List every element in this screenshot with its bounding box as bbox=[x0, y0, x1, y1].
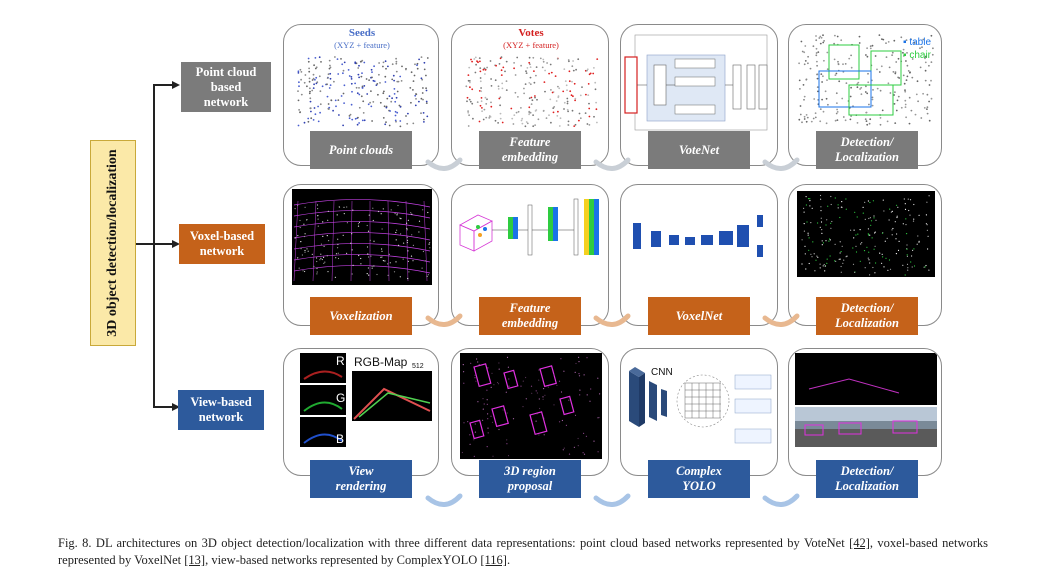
votenet-architecture bbox=[624, 34, 768, 131]
step-label-feature-embedding-2: Feature embedding bbox=[479, 297, 581, 335]
seeds-title: Seeds bbox=[349, 27, 376, 39]
complex-yolo-architecture: CNN bbox=[629, 367, 772, 444]
voxel-image bbox=[292, 189, 432, 285]
voxel-grid bbox=[293, 199, 431, 282]
legend-chair: ▪ chair bbox=[903, 50, 932, 61]
branch-arrow-3 bbox=[172, 403, 180, 411]
step-label-region-proposal: 3D region proposal bbox=[479, 460, 581, 498]
channel-g: G bbox=[336, 391, 345, 405]
region-proposal-image bbox=[460, 353, 602, 459]
step-label-detection-1: Detection/Localization bbox=[816, 131, 918, 169]
voxel-feature-diagram bbox=[459, 198, 599, 256]
votes-title: Votes bbox=[518, 27, 544, 39]
curve-arrow bbox=[425, 313, 463, 327]
network-label-line: Point cloud bbox=[195, 64, 257, 79]
caption-text: , voxel-based networks represented by Vo… bbox=[58, 536, 988, 567]
step-label-feature-embedding: Feature embedding bbox=[479, 131, 581, 169]
channel-r: R bbox=[336, 354, 345, 368]
proposal-boxes bbox=[461, 356, 601, 457]
branch-arrow-2 bbox=[172, 240, 180, 248]
network-label-line: Voxel-based bbox=[189, 229, 255, 243]
rgb-map-image: R G B RGB-Map 512 bbox=[300, 353, 432, 447]
curve-arrow bbox=[762, 313, 800, 327]
step-label-detection-3: Detection/Localization bbox=[816, 460, 918, 498]
curve-arrow bbox=[762, 157, 800, 171]
curve-arrow bbox=[593, 157, 631, 171]
yolo-grid bbox=[684, 382, 721, 419]
step-label-complex-yolo: Complex YOLO bbox=[648, 460, 750, 498]
network-box-point-cloud: Point cloud based network bbox=[181, 62, 271, 112]
detection-image-3 bbox=[795, 353, 937, 447]
branch-arrow-1 bbox=[172, 81, 180, 89]
channel-b: B bbox=[336, 432, 344, 446]
network-box-view: View-based network bbox=[178, 390, 264, 430]
root-label-box: 3D object detection/localization bbox=[90, 140, 136, 346]
voxelnet-architecture bbox=[633, 215, 763, 257]
citation-link[interactable]: [42] bbox=[849, 536, 870, 550]
network-label-line: network bbox=[203, 94, 249, 109]
curve-arrow bbox=[593, 493, 631, 507]
curve-arrow bbox=[425, 493, 463, 507]
caption-text: Fig. 8. DL architectures on 3D object de… bbox=[58, 536, 850, 550]
trunk-line bbox=[153, 84, 155, 406]
panel-complex-yolo: CNN bbox=[620, 348, 778, 476]
point-scatter bbox=[297, 56, 429, 128]
step-label-detection-2: Detection/Localization bbox=[816, 297, 918, 335]
curve-arrow bbox=[762, 493, 800, 507]
step-label-view-rendering: View rendering bbox=[310, 460, 412, 498]
root-connector bbox=[136, 243, 154, 245]
network-box-voxel: Voxel-based network bbox=[179, 224, 265, 264]
detection-image-1: ▪ table ▪ chair bbox=[798, 34, 934, 126]
point-cloud-image: Seeds (XYZ + feature) bbox=[297, 27, 429, 128]
step-label-voxelization: Voxelization bbox=[310, 297, 412, 335]
point-scatter bbox=[465, 56, 599, 128]
branch-line-1 bbox=[153, 84, 175, 86]
panel-view-rendering: R G B RGB-Map 512 bbox=[283, 348, 439, 476]
network-label-line: based bbox=[210, 79, 242, 94]
network-label-line: network bbox=[198, 410, 244, 424]
caption-text: , view-based networks represented by Com… bbox=[205, 553, 481, 567]
citation-link[interactable]: [116] bbox=[480, 553, 507, 567]
caption-text: . bbox=[506, 553, 511, 567]
detection-image-2 bbox=[797, 191, 935, 277]
votes-image: Votes (XYZ + feature) bbox=[465, 27, 599, 128]
point-scatter bbox=[798, 34, 934, 126]
step-label-voxelnet: VoxelNet bbox=[648, 297, 750, 335]
network-label-line: View-based bbox=[190, 395, 252, 409]
lidar-points bbox=[801, 194, 930, 276]
seeds-subtitle: (XYZ + feature) bbox=[334, 40, 390, 50]
curve-arrow bbox=[425, 157, 463, 171]
panel-detection-3 bbox=[788, 348, 942, 476]
branch-line-3 bbox=[153, 406, 175, 408]
panel-region-proposal bbox=[451, 348, 609, 476]
branch-line-2 bbox=[153, 243, 175, 245]
rgb-map-size: 512 bbox=[412, 363, 424, 370]
network-label-line: network bbox=[199, 244, 245, 258]
curve-arrow bbox=[593, 313, 631, 327]
step-label-votenet: VoteNet bbox=[648, 131, 750, 169]
legend-table: ▪ table bbox=[903, 37, 931, 48]
votes-subtitle: (XYZ + feature) bbox=[503, 40, 559, 50]
citation-link[interactable]: [13] bbox=[184, 553, 206, 567]
rgb-map-title: RGB-Map bbox=[354, 355, 408, 369]
step-label-point-clouds: Point clouds bbox=[310, 131, 412, 169]
cnn-label: CNN bbox=[651, 367, 673, 378]
figure-caption: Fig. 8. DL architectures on 3D object de… bbox=[58, 535, 988, 569]
